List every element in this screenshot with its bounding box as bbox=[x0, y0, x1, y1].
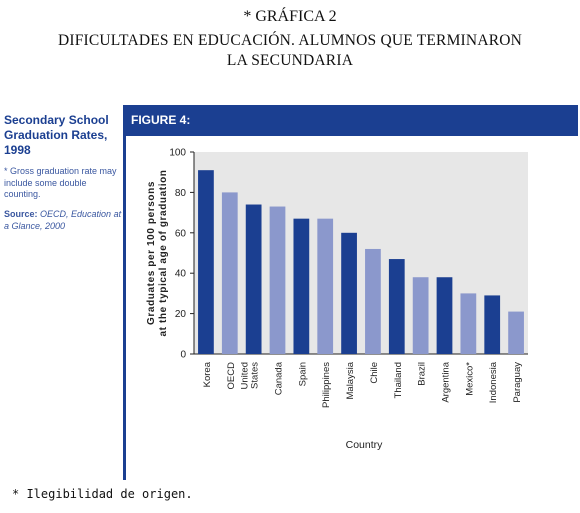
y-axis-title-line: Graduates per 100 persons bbox=[146, 181, 157, 325]
panel-divider bbox=[123, 105, 126, 480]
bar bbox=[508, 311, 524, 354]
x-tick-label: Korea bbox=[202, 361, 213, 387]
x-tick-label-group: Malaysia bbox=[345, 361, 356, 399]
y-tick-label: 40 bbox=[175, 269, 187, 280]
x-tick-label-group: Spain bbox=[297, 362, 308, 386]
x-tick-label-group: Paraguay bbox=[512, 362, 523, 403]
source-label: Source: bbox=[4, 209, 38, 219]
y-tick-label: 0 bbox=[180, 350, 186, 361]
x-tick-label-group: Canada bbox=[274, 361, 285, 395]
y-tick-label: 20 bbox=[175, 309, 187, 320]
plot-background bbox=[194, 152, 528, 354]
x-tick-label-group: Brazil bbox=[417, 362, 428, 386]
bar bbox=[221, 192, 238, 354]
x-tick-label: Philippines bbox=[321, 362, 332, 408]
bar bbox=[412, 277, 429, 354]
bar bbox=[317, 218, 334, 354]
bar bbox=[269, 206, 286, 354]
x-tick-label-group: Philippines bbox=[321, 362, 332, 408]
x-tick-label: Spain bbox=[297, 362, 308, 386]
x-tick-label: Mexico* bbox=[464, 362, 475, 396]
x-tick-label: Brazil bbox=[417, 362, 428, 386]
figure-header-bar bbox=[126, 105, 578, 136]
y-tick-label: 60 bbox=[175, 228, 187, 239]
x-tick-label: Malaysia bbox=[345, 361, 356, 399]
x-tick-label: United bbox=[240, 362, 251, 389]
y-tick-label: 100 bbox=[169, 148, 186, 159]
x-tick-label-group: Mexico* bbox=[464, 362, 475, 396]
x-tick-label-group: Thailand bbox=[393, 362, 404, 398]
bar bbox=[388, 259, 405, 354]
y-axis-title-line: at the typical age of graduation bbox=[158, 170, 169, 337]
chart-heading-line3: LA SECUNDARIA bbox=[226, 52, 354, 69]
sidebar-title-line2: Graduation Rates, 1998 bbox=[4, 128, 108, 157]
sidebar-title: Secondary School Graduation Rates, 1998 bbox=[4, 113, 122, 158]
x-tick-label-group: United States bbox=[240, 362, 261, 390]
x-tick-label: Thailand bbox=[393, 362, 404, 398]
x-axis-title: Country bbox=[346, 439, 384, 451]
source-text: OECD, Education at a Glance, 2000 bbox=[4, 209, 122, 231]
x-tick-label: Canada bbox=[274, 361, 285, 395]
bar bbox=[460, 293, 477, 354]
figure-label: FIGURE 4: bbox=[131, 113, 191, 127]
x-tick-label-group: OECD bbox=[226, 362, 237, 390]
x-tick-label: Paraguay bbox=[512, 362, 523, 403]
x-tick-label: States bbox=[250, 362, 261, 389]
bar bbox=[436, 277, 453, 354]
bar-chart: 0 20 40 60 80 100 Korea OECD United States Canada S… bbox=[146, 148, 528, 451]
x-tick-label: Argentina bbox=[441, 361, 452, 402]
x-tick-label: OECD bbox=[226, 362, 237, 390]
bar bbox=[341, 232, 357, 354]
chart-heading: * GRÁFICA 2 bbox=[243, 8, 337, 25]
x-tick-label: Chile bbox=[369, 362, 380, 384]
bar bbox=[365, 248, 381, 354]
x-tick-label-group: Argentina bbox=[441, 361, 452, 402]
sidebar-note: * Gross graduation rate may include some… bbox=[4, 166, 117, 199]
chart-heading-line2: DIFICULTADES EN EDUCACIÓN. ALUMNOS QUE T… bbox=[57, 32, 523, 49]
bar bbox=[293, 218, 310, 354]
bar bbox=[245, 204, 262, 354]
x-tick-label-group: Indonesia bbox=[488, 361, 499, 403]
bar bbox=[484, 295, 501, 354]
bar bbox=[198, 170, 214, 354]
sidebar-title-line1: Secondary School bbox=[4, 113, 109, 127]
x-tick-label-group: Chile bbox=[369, 362, 380, 384]
x-tick-label: Indonesia bbox=[488, 361, 499, 403]
y-axis-title: Graduates per 100 persons at the typical … bbox=[146, 170, 169, 337]
x-tick-label-group: Korea bbox=[202, 361, 213, 387]
sidebar-source: Source: OECD, Education at a Glance, 200… bbox=[4, 209, 122, 232]
footnote: * Ilegibilidad de origen. bbox=[12, 487, 193, 501]
y-tick-label: 80 bbox=[175, 188, 187, 199]
